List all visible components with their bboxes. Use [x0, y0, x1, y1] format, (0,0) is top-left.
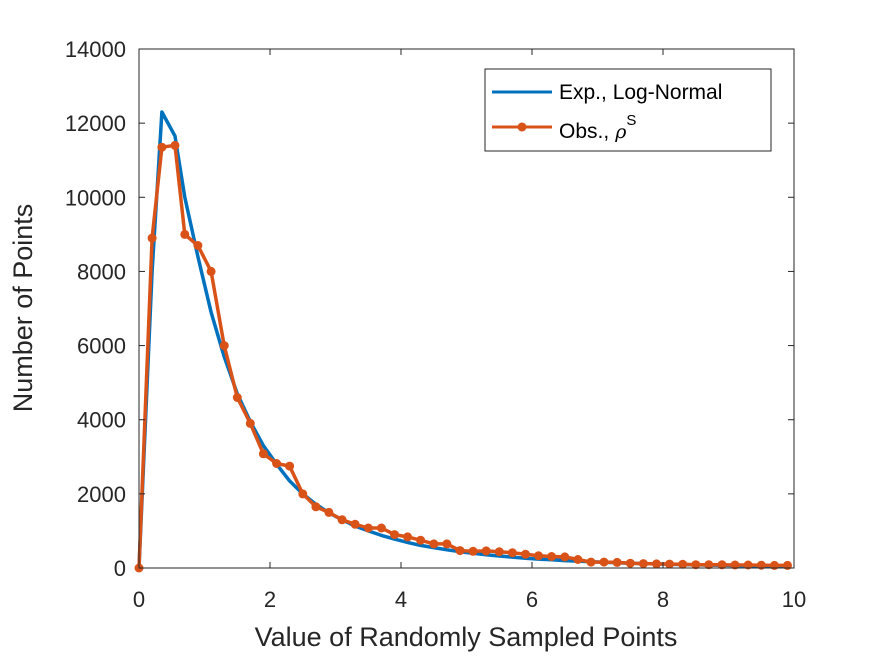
series-1-point: [573, 555, 583, 564]
series-1-point: [704, 560, 714, 570]
series-1-point: [481, 546, 491, 556]
series-1-point: [442, 539, 452, 549]
legend: Exp., Log-Normal Obs., ρS: [484, 68, 772, 152]
legend-label-exp-lognormal: Exp., Log-Normal: [559, 81, 722, 104]
x-tick-label: 0: [133, 587, 145, 612]
plot-lines: [134, 110, 792, 573]
series-1-point: [560, 552, 570, 562]
series-1-point: [494, 547, 504, 557]
series-1-point: [769, 560, 779, 570]
series-1-point: [157, 142, 167, 152]
x-tick-label: 8: [657, 587, 669, 612]
series-1-point: [743, 560, 753, 570]
series-1-point: [170, 140, 180, 150]
series-1-point: [534, 551, 543, 561]
series-1-point: [376, 523, 386, 533]
series-1-point: [298, 489, 308, 499]
series-1-point: [272, 459, 282, 468]
series-1-point: [147, 233, 157, 243]
y-tick-label: 0: [114, 556, 126, 581]
series-1-point: [324, 507, 334, 517]
legend-box: [484, 68, 772, 152]
x-axis-label: Value of Randomly Sampled Points: [255, 622, 678, 652]
series-1-point: [193, 241, 203, 250]
series-1-point: [586, 557, 596, 567]
y-tick-label: 4000: [77, 408, 126, 433]
y-tick-label: 10000: [65, 185, 126, 210]
x-tick-label: 10: [782, 587, 806, 612]
series-1-point: [232, 393, 242, 402]
series-1-point: [258, 449, 268, 459]
series-1-point: [638, 559, 648, 569]
series-1-point: [285, 461, 295, 471]
series-1-point: [455, 546, 465, 556]
series-1-point: [403, 532, 413, 542]
legend-label-obs-rho: Obs., ρS: [559, 112, 636, 143]
y-tick-label: 6000: [77, 334, 126, 359]
y-tick-label: 12000: [65, 111, 126, 136]
series-1-point: [206, 266, 216, 276]
series-1-point: [652, 559, 661, 569]
series-1-point: [468, 546, 478, 556]
series-1-point: [521, 549, 530, 559]
series-1-point: [390, 530, 399, 540]
series-1-point: [547, 552, 557, 561]
series-1-point: [219, 341, 229, 351]
series-1-point: [311, 502, 321, 512]
x-tick-label: 2: [264, 587, 276, 612]
series-1-point: [717, 560, 727, 570]
x-tick-label: 6: [526, 587, 538, 612]
y-tick-label: 14000: [65, 37, 126, 62]
series-1-point: [350, 519, 360, 529]
series-1-point: [665, 559, 674, 569]
plot-frame: [138, 48, 795, 569]
series-1-point: [756, 560, 766, 570]
series-1-point: [363, 523, 373, 533]
series-1-point: [678, 559, 688, 569]
series-1-point: [416, 535, 426, 545]
axis-ticks: 0 2 4 6 8 10 0 2000 4000 6000 8000 10000 12000 14000: [65, 37, 806, 612]
series-1-point: [783, 560, 792, 570]
series-1-point: [625, 558, 635, 568]
legend-marker-obs-rho: [517, 122, 527, 132]
series-1-point: [180, 229, 190, 239]
y-tick-label: 2000: [77, 482, 126, 507]
series-1-point: [507, 548, 517, 558]
y-tick-label: 8000: [77, 259, 126, 284]
series-1-point: [691, 560, 701, 570]
series-1-point: [429, 539, 439, 549]
y-axis-label: Number of Points: [8, 204, 38, 413]
series-1-point: [337, 515, 347, 525]
series-1-point: [599, 557, 609, 567]
series-1-point: [245, 418, 255, 428]
series-1-point: [730, 560, 740, 570]
x-tick-label: 4: [395, 587, 407, 612]
series-1-point: [612, 557, 622, 567]
